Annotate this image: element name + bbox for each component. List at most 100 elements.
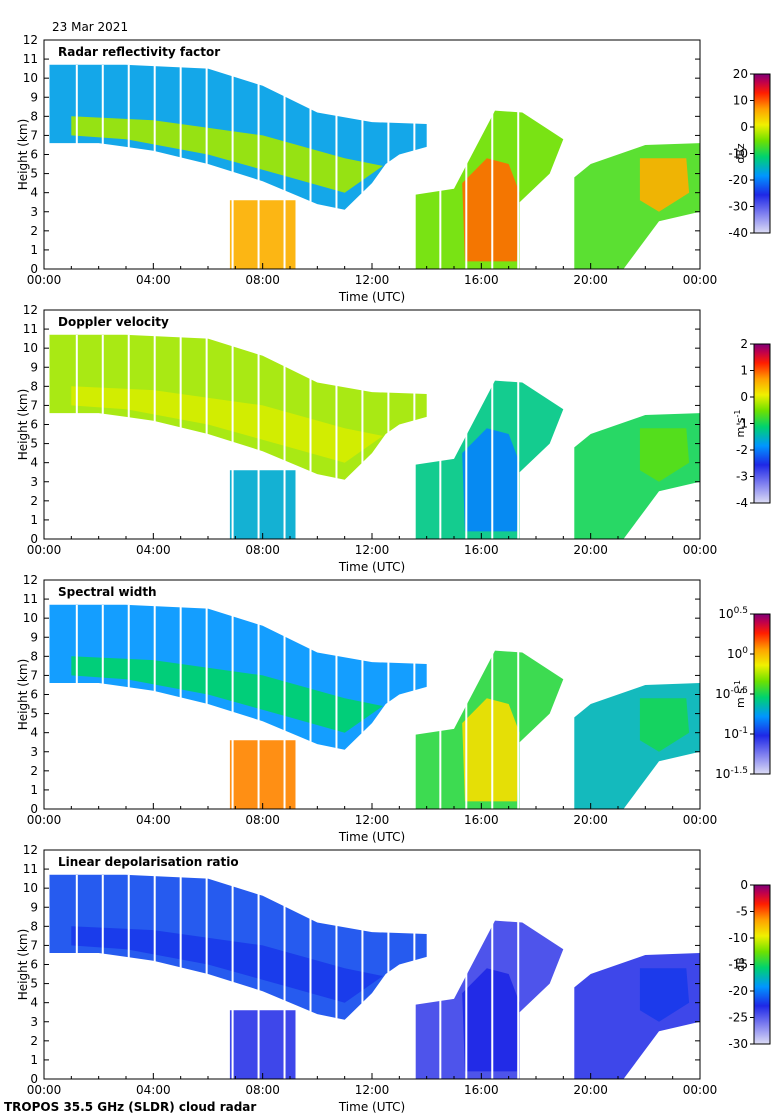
x-tick-label: 16:00 <box>464 1083 499 1097</box>
evening-cloud-20-24-region <box>574 143 700 269</box>
y-tick-label: 8 <box>30 649 38 663</box>
upper-cirrus-deck-region <box>49 874 427 1020</box>
y-tick-label: 6 <box>30 418 38 432</box>
y-tick-label: 9 <box>30 90 38 104</box>
evening-core-22-24-region <box>639 428 690 482</box>
y-tick-label: 10 <box>23 611 38 625</box>
y-tick-label: 5 <box>30 707 38 721</box>
y-tick-label: 1 <box>30 1053 38 1067</box>
colorbar-unit-label: m s-1 <box>733 680 747 708</box>
colorbar-tick-label: -15 <box>728 958 748 972</box>
y-tick-label: 0 <box>30 1072 38 1086</box>
y-tick-label: 11 <box>23 592 38 606</box>
cirrus-core-region <box>71 656 383 733</box>
y-tick-label: 5 <box>30 977 38 991</box>
x-tick-label: 04:00 <box>136 543 171 557</box>
colorbar <box>753 73 771 234</box>
x-tick-label: 00:00 <box>683 543 718 557</box>
convective-core-16-18-region <box>462 158 520 262</box>
x-tick-label: 00:00 <box>27 543 62 557</box>
instrument-caption: TROPOS 35.5 GHz (SLDR) cloud radar <box>4 1100 257 1114</box>
x-tick-label: 16:00 <box>464 273 499 287</box>
convective-core-16-18-region <box>462 428 520 532</box>
x-tick-label: 04:00 <box>136 1083 171 1097</box>
y-axis-label: Height (km) <box>16 389 30 460</box>
y-tick-label: 4 <box>30 996 38 1010</box>
y-axis-label: Height (km) <box>16 659 30 730</box>
colorbar-tick-label: -10 <box>728 147 748 161</box>
colorbar-tick-label: 0 <box>740 390 748 404</box>
colorbar-tick-label: 1 <box>740 364 748 378</box>
convective-cell-15-18-region <box>415 380 564 539</box>
colorbar-tick-label: 20 <box>733 67 748 81</box>
y-tick-label: 4 <box>30 186 38 200</box>
colorbar-tick-label: -20 <box>728 984 748 998</box>
y-tick-label: 11 <box>23 322 38 336</box>
x-tick-label: 16:00 <box>464 813 499 827</box>
y-tick-label: 12 <box>23 33 38 47</box>
panel-1: Radar reflectivity factor012345678910111… <box>16 33 771 304</box>
panel-title: Spectral width <box>58 585 157 599</box>
x-tick-label: 20:00 <box>573 273 608 287</box>
y-tick-label: 11 <box>23 52 38 66</box>
evening-cloud-20-24-region <box>574 683 700 809</box>
panel-4: Linear depolarisation ratio0123456789101… <box>16 843 771 1114</box>
plot-frame <box>43 849 701 1080</box>
y-tick-label: 3 <box>30 475 38 489</box>
colorbar-tick-label: -30 <box>728 1037 748 1051</box>
upper-cirrus-deck-region <box>49 64 427 210</box>
y-axis-label: Height (km) <box>16 929 30 1000</box>
x-axis-label: Time (UTC) <box>338 290 405 304</box>
colorbar-unit-label: dB <box>734 957 747 972</box>
x-tick-label: 08:00 <box>245 1083 280 1097</box>
x-tick-label: 00:00 <box>683 273 718 287</box>
y-tick-label: 3 <box>30 745 38 759</box>
colorbar-tick-label: 10-1.5 <box>715 766 748 781</box>
y-tick-label: 1 <box>30 243 38 257</box>
x-tick-label: 08:00 <box>245 273 280 287</box>
panel-title: Linear depolarisation ratio <box>58 855 239 869</box>
y-tick-label: 6 <box>30 688 38 702</box>
plot-frame <box>43 39 701 270</box>
colorbar-tick-label: -5 <box>736 905 748 919</box>
x-tick-label: 12:00 <box>355 1083 390 1097</box>
y-tick-label: 7 <box>30 128 38 142</box>
colorbar-tick-label: -10 <box>728 931 748 945</box>
low-precipitation-07-09-region <box>229 470 296 539</box>
colorbar-tick-label: 0 <box>740 878 748 892</box>
colorbar-tick-label: -30 <box>728 200 748 214</box>
colorbar <box>753 613 771 775</box>
x-tick-label: 00:00 <box>27 813 62 827</box>
y-tick-label: 10 <box>23 881 38 895</box>
colorbar-tick-label: 0 <box>740 120 748 134</box>
y-tick-label: 0 <box>30 532 38 546</box>
date-label: 23 Mar 2021 <box>52 20 129 34</box>
x-tick-label: 04:00 <box>136 813 171 827</box>
colorbar <box>753 343 771 504</box>
plot-frame <box>43 579 701 810</box>
y-tick-label: 8 <box>30 109 38 123</box>
y-tick-label: 1 <box>30 783 38 797</box>
evening-cloud-20-24-region <box>574 953 700 1079</box>
y-axis-label: Height (km) <box>16 119 30 190</box>
x-tick-label: 12:00 <box>355 543 390 557</box>
y-tick-label: 11 <box>23 862 38 876</box>
x-tick-label: 00:00 <box>683 813 718 827</box>
x-tick-label: 08:00 <box>245 813 280 827</box>
colorbar-tick-label: -20 <box>728 173 748 187</box>
panel-title: Radar reflectivity factor <box>58 45 220 59</box>
x-tick-label: 00:00 <box>683 1083 718 1097</box>
colorbar-tick-label: -2 <box>736 443 748 457</box>
convective-cell-15-18-region <box>415 920 564 1079</box>
convective-cell-15-18-region <box>415 110 564 269</box>
evening-core-22-24-region <box>639 968 690 1022</box>
colorbar-tick-label: -3 <box>736 470 748 484</box>
y-tick-label: 12 <box>23 573 38 587</box>
upper-cirrus-deck-region <box>49 604 427 750</box>
x-tick-label: 20:00 <box>573 1083 608 1097</box>
y-tick-label: 0 <box>30 802 38 816</box>
convective-core-16-18-region <box>462 698 520 802</box>
y-tick-label: 4 <box>30 726 38 740</box>
y-tick-label: 3 <box>30 1015 38 1029</box>
